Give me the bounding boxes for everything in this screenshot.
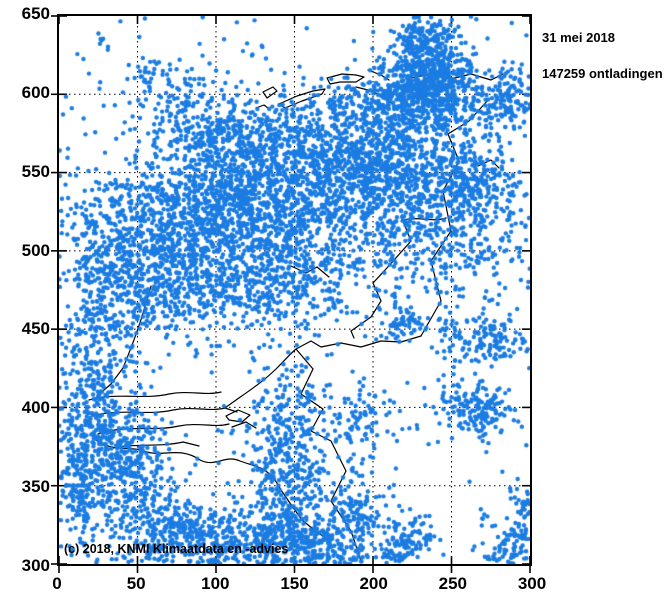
y-tick-label: 300	[21, 556, 50, 575]
x-tick-label: 100	[201, 574, 230, 593]
discharge-count-label: 147259 ontladingen	[542, 66, 663, 81]
y-tick-label: 550	[21, 161, 50, 181]
copyright-label: (c) 2018, KNMI Klimaatdata en -advies	[64, 542, 289, 556]
date-label: 31 mei 2018	[542, 30, 616, 45]
x-tick-label: 250	[438, 574, 468, 593]
x-tick-label: 150	[280, 574, 309, 593]
x-tick-label: 300	[517, 574, 547, 593]
y-tick-label: 650	[21, 4, 50, 23]
x-tick-label: 200	[359, 574, 388, 593]
x-tick-label: 0	[52, 574, 62, 593]
y-tick-label: 450	[21, 319, 50, 339]
y-tick-label: 600	[21, 82, 50, 102]
scatter-plot-area: (c) 2018, KNMI Klimaatdata en -advies	[51, 14, 532, 573]
discharge-scatter-canvas	[59, 16, 530, 564]
y-tick-label: 500	[21, 240, 50, 260]
y-tick-label: 400	[21, 398, 50, 418]
x-tick-label: 50	[126, 574, 146, 593]
y-tick-label: 350	[21, 477, 50, 497]
